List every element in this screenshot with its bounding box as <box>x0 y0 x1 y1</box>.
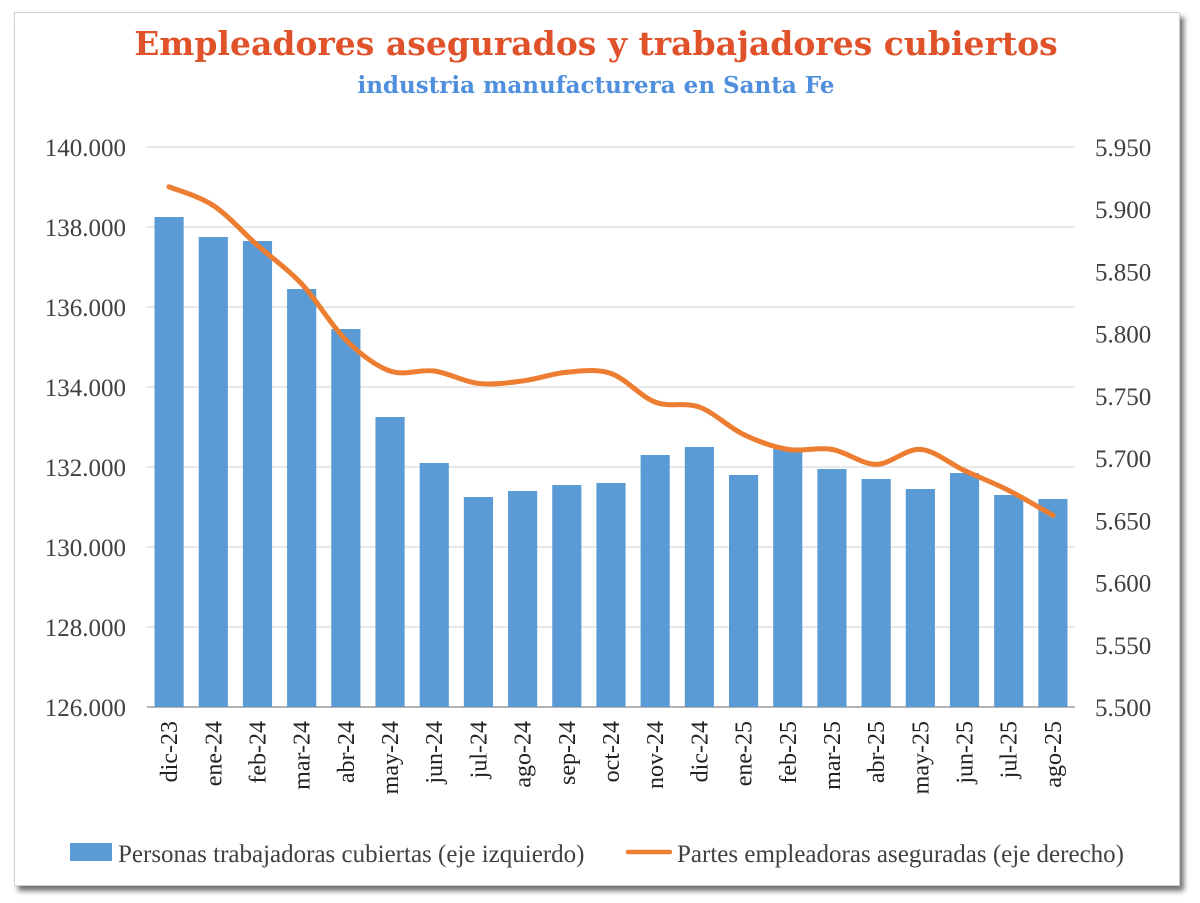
left-tick-label: 136.000 <box>45 295 126 322</box>
x-tick-label: feb-25 <box>776 721 802 784</box>
bar-series <box>154 217 1068 707</box>
x-tick-label: abr-24 <box>334 721 360 783</box>
x-tick-label: jun-25 <box>953 721 979 785</box>
x-tick-label: dic-23 <box>157 721 183 782</box>
bar-nov-24 <box>640 455 670 707</box>
x-tick-label: ene-24 <box>201 721 227 786</box>
right-tick-label: 5.700 <box>1095 446 1151 473</box>
right-tick-label: 5.850 <box>1095 259 1151 286</box>
line-point-mar-24 <box>299 281 305 287</box>
chart-title: Empleadores asegurados y trabajadores cu… <box>134 24 1058 63</box>
line-point-ago-24 <box>520 378 526 384</box>
line-point-may-25 <box>917 446 923 452</box>
right-tick-label: 5.900 <box>1095 197 1151 224</box>
x-tick-label: ene-25 <box>732 721 758 786</box>
x-tick-label: ago-25 <box>1041 721 1067 788</box>
bar-ene-24 <box>198 237 228 707</box>
left-axis-ticks: 126.000 128.000 130.000 132.000 134.000 136.0… <box>45 135 126 722</box>
bar-feb-24 <box>242 241 273 707</box>
line-point-mar-25 <box>829 446 835 452</box>
right-tick-label: 5.650 <box>1095 508 1151 535</box>
bar-jun-25 <box>949 473 980 707</box>
line-point-ene-25 <box>741 431 747 437</box>
line-point-oct-24 <box>608 370 614 376</box>
right-tick-label: 5.950 <box>1095 135 1151 162</box>
left-tick-label: 140.000 <box>45 135 126 162</box>
line-point-sep-24 <box>564 369 570 375</box>
line-point-abr-25 <box>873 461 879 467</box>
right-tick-label: 5.500 <box>1095 695 1151 722</box>
bar-dic-24 <box>684 447 714 707</box>
line-point-jul-25 <box>1006 487 1012 493</box>
x-tick-label: ago-24 <box>511 721 537 788</box>
legend-swatch-bars <box>70 843 112 861</box>
x-tick-label: mar-25 <box>820 721 846 790</box>
legend: Personas trabajadoras cubiertas (eje izq… <box>70 841 1124 868</box>
bar-jul-25 <box>994 495 1024 707</box>
x-tick-label: sep-24 <box>555 721 581 785</box>
bar-sep-24 <box>552 485 582 707</box>
line-point-ene-24 <box>210 202 216 208</box>
right-axis-ticks: 5.500 5.550 5.600 5.650 5.700 5.750 5.800 5.850… <box>1095 135 1151 722</box>
x-tick-label: oct-24 <box>599 721 625 782</box>
left-tick-label: 134.000 <box>45 375 126 402</box>
bar-ago-24 <box>508 491 538 707</box>
bar-mar-24 <box>287 289 317 707</box>
bar-jun-24 <box>419 463 449 707</box>
x-tick-label: mar-24 <box>290 721 316 790</box>
line-point-dic-24 <box>696 404 702 410</box>
left-tick-label: 132.000 <box>45 455 126 482</box>
x-tick-label: jul-25 <box>997 721 1023 779</box>
chart-subtitle: industria manufacturera en Santa Fe <box>357 72 835 99</box>
right-tick-label: 5.600 <box>1095 571 1151 598</box>
left-tick-label: 138.000 <box>45 215 126 242</box>
right-tick-label: 5.750 <box>1095 384 1151 411</box>
line-point-dic-23 <box>166 184 172 190</box>
line-point-feb-25 <box>785 446 791 452</box>
left-tick-label: 128.000 <box>45 615 126 642</box>
left-tick-label: 130.000 <box>45 535 126 562</box>
line-point-feb-24 <box>254 242 260 248</box>
legend-label-line: Partes empleadoras aseguradas (eje derec… <box>677 841 1124 868</box>
line-series <box>166 184 1056 518</box>
x-tick-label: jul-24 <box>466 721 492 779</box>
line-point-may-24 <box>387 368 393 374</box>
line-point-ago-25 <box>1050 512 1056 518</box>
bar-ene-25 <box>728 475 759 707</box>
line-point-jun-24 <box>431 368 437 374</box>
bar-may-24 <box>375 417 405 707</box>
x-tick-label: may-24 <box>378 721 404 794</box>
bar-ago-25 <box>1038 499 1068 707</box>
bar-jul-24 <box>463 497 494 707</box>
x-tick-label: may-25 <box>908 721 934 794</box>
bar-oct-24 <box>596 483 626 707</box>
bar-abr-25 <box>861 479 891 707</box>
legend-label-bars: Personas trabajadoras cubiertas (eje izq… <box>118 841 584 868</box>
bar-abr-24 <box>331 329 361 707</box>
line-point-jul-24 <box>475 380 481 386</box>
bar-feb-25 <box>773 449 803 707</box>
x-axis-ticks: dic-23 ene-24 feb-24 mar-24 abr-24 may-24 jun-… <box>157 721 1067 794</box>
left-tick-label: 126.000 <box>45 695 126 722</box>
right-tick-label: 5.550 <box>1095 633 1151 660</box>
line-point-abr-24 <box>343 337 349 343</box>
right-tick-label: 5.800 <box>1095 322 1151 349</box>
bar-mar-25 <box>817 469 847 707</box>
bar-may-25 <box>905 489 935 707</box>
line-point-jun-25 <box>962 468 968 474</box>
x-tick-label: jun-24 <box>422 721 448 785</box>
x-tick-label: dic-24 <box>687 721 713 782</box>
x-tick-label: feb-24 <box>245 721 271 784</box>
x-tick-label: abr-25 <box>864 721 890 783</box>
x-tick-label: nov-24 <box>643 721 669 789</box>
line-point-nov-24 <box>652 399 658 405</box>
bar-dic-23 <box>154 217 184 707</box>
